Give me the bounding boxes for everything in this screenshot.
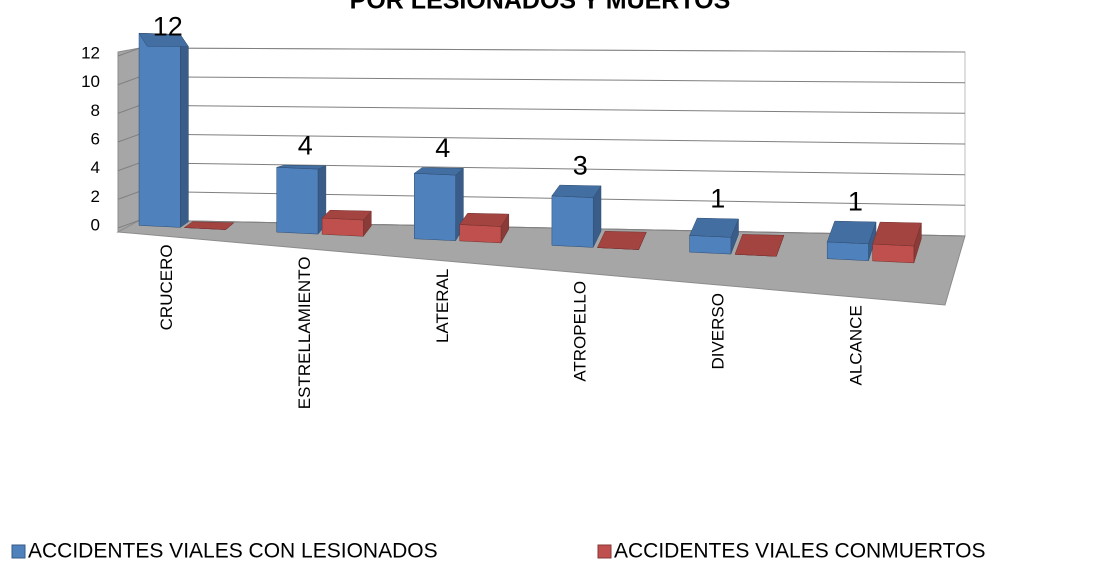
bar-top: [276, 164, 326, 170]
bar-front: [826, 241, 869, 261]
bar: [276, 164, 327, 235]
bar: [689, 217, 739, 255]
bar-front: [689, 235, 732, 255]
x-tick-label: LATERAL: [433, 269, 452, 343]
bar-top: [459, 212, 510, 227]
bar-top: [183, 221, 235, 230]
y-tick-label: 6: [91, 129, 100, 148]
chart-title: POR LESIONADOS Y MUERTOS: [350, 0, 731, 15]
y-tick-label: 2: [91, 187, 100, 206]
y-tick-label: 0: [91, 215, 100, 234]
legend-swatch: [597, 544, 612, 559]
bar-top: [551, 184, 602, 198]
x-tick-label: ALCANCE: [846, 305, 865, 385]
bar-top: [413, 167, 465, 176]
bar-front: [321, 217, 364, 237]
bar: [551, 184, 602, 248]
y-tick-label: 10: [81, 72, 100, 91]
x-tick-label: CRUCERO: [157, 244, 176, 330]
bar: [826, 220, 877, 261]
bar: [872, 221, 922, 264]
bar-front: [414, 173, 456, 241]
bar-top: [138, 32, 189, 47]
bar: [138, 32, 189, 228]
labels: 0 2 4 6 8 10 12 12 CRUCERO 4 ESTRELLAMIENTO 4 LATERA…: [11, 12, 985, 563]
x-tick-label: DIVERSO: [708, 293, 727, 370]
bar-front: [276, 167, 319, 235]
y-tick-label: 4: [91, 158, 100, 177]
bar-front: [138, 32, 181, 228]
bar: [459, 212, 510, 244]
bar-top: [597, 231, 647, 250]
bar: [321, 209, 372, 238]
y-tick-label: 12: [81, 43, 100, 62]
left-wall: [117, 47, 141, 233]
bar-top: [872, 221, 922, 247]
data-label: 4: [435, 133, 450, 163]
bar: [183, 221, 235, 230]
legend-swatch: [11, 544, 26, 559]
data-label: 3: [573, 151, 588, 181]
data-label: 1: [848, 187, 863, 217]
bar: [734, 234, 785, 257]
bar-top: [734, 234, 785, 257]
bar: [413, 167, 465, 242]
bar-front: [459, 224, 502, 244]
x-tick-label: ATROPELLO: [571, 281, 590, 382]
bar: [597, 231, 647, 250]
bar-side: [180, 33, 189, 228]
data-label: 1: [710, 184, 725, 214]
bar-top: [826, 220, 877, 245]
legend-label: ACCIDENTES VIALES CONMUERTOS: [614, 540, 985, 563]
x-tick-label: ESTRELLAMIENTO: [295, 257, 314, 410]
data-label: 4: [298, 131, 313, 161]
data-label: 12: [153, 12, 183, 42]
bar-top: [321, 209, 372, 221]
y-tick-label: 8: [91, 101, 100, 120]
bar-front: [551, 195, 594, 248]
bar-top: [689, 217, 739, 238]
bar-front: [872, 243, 915, 264]
walls: [116, 47, 966, 306]
bars: [138, 32, 922, 264]
legend-label: ACCIDENTES VIALES CON LESIONADOS: [28, 540, 438, 563]
